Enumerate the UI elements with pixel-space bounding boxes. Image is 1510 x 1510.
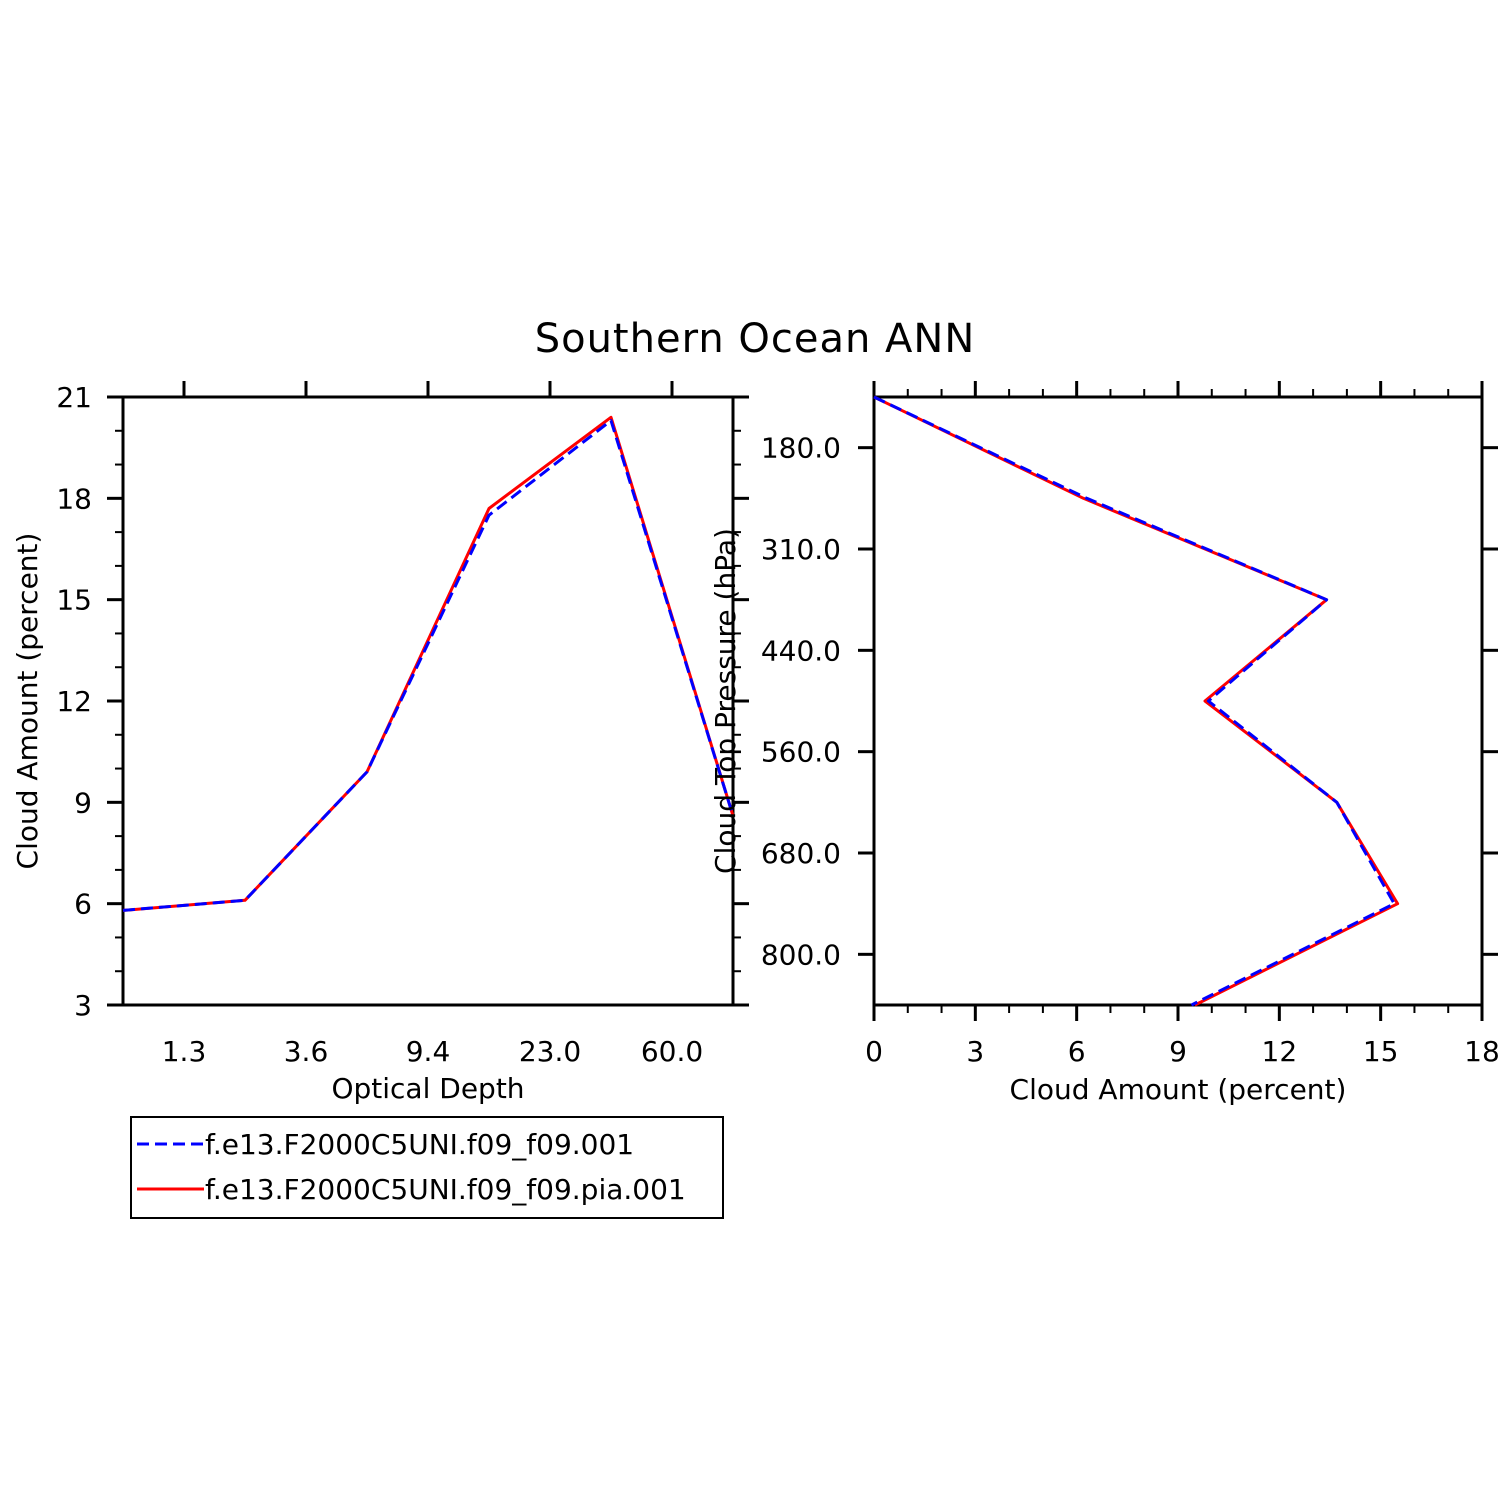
right-y-tick-label: 680.0 <box>761 837 841 870</box>
left-x-tick-label: 60.0 <box>641 1035 703 1068</box>
legend: f.e13.F2000C5UNI.f09_f09.001 f.e13.F2000… <box>130 1116 724 1219</box>
right-plot-frame <box>872 395 1484 1007</box>
left-ticks: 1.3 3.6 9.4 23.0 60.0 3 6 9 12 15 18 21 <box>56 381 749 1068</box>
right-x-axis-label: Cloud Amount (percent) <box>1010 1073 1347 1106</box>
right-series-line-0 <box>873 395 1396 1007</box>
left-x-axis-label: Optical Depth <box>331 1072 524 1105</box>
legend-box <box>130 1116 724 1219</box>
right-x-tick-label: 0 <box>865 1035 883 1068</box>
right-x-tick-label: 15 <box>1363 1035 1399 1068</box>
left-y-tick-label: 21 <box>56 381 92 414</box>
left-series-line-1 <box>122 415 735 912</box>
left-x-tick-label: 1.3 <box>162 1035 207 1068</box>
right-y-axis-label: Cloud Top Pressure (hPa) <box>709 528 742 874</box>
right-x-tick-label: 9 <box>1169 1035 1187 1068</box>
pressure-panel: 0 3 6 9 12 15 18 180.0 310.0 440.0 560.0 680.0 800.0… <box>709 381 1500 1106</box>
right-y-tick-label: 440.0 <box>761 634 841 667</box>
optical-depth-panel: 1.3 3.6 9.4 23.0 60.0 3 6 9 12 15 18 21 Optical Dep… <box>11 381 749 1105</box>
chart-title: Southern Ocean ANN <box>535 316 976 362</box>
right-y-tick-label: 800.0 <box>761 938 841 971</box>
left-x-tick-label: 23.0 <box>519 1035 581 1068</box>
left-y-axis-label: Cloud Amount (percent) <box>11 533 44 870</box>
left-y-tick-label: 6 <box>74 888 92 921</box>
right-y-tick-label: 180.0 <box>761 432 841 465</box>
right-x-tick-label: 3 <box>966 1035 984 1068</box>
legend-label-1: f.e13.F2000C5UNI.f09_f09.pia.001 <box>205 1173 686 1206</box>
left-y-tick-label: 15 <box>56 584 92 617</box>
right-ticks: 0 3 6 9 12 15 18 180.0 310.0 440.0 560.0 680.0 800.0 <box>761 381 1500 1068</box>
right-x-tick-label: 18 <box>1464 1035 1500 1068</box>
right-y-tick-label: 310.0 <box>761 533 841 566</box>
left-y-tick-label: 9 <box>74 786 92 819</box>
left-y-tick-label: 3 <box>74 989 92 1022</box>
left-y-tick-label: 12 <box>56 685 92 718</box>
left-plot-frame <box>121 395 735 1007</box>
left-x-tick-label: 9.4 <box>406 1035 451 1068</box>
right-y-tick-label: 560.0 <box>761 736 841 769</box>
left-series-line-0 <box>122 419 735 912</box>
right-x-tick-label: 6 <box>1068 1035 1086 1068</box>
left-x-tick-label: 3.6 <box>284 1035 329 1068</box>
left-series-lines <box>122 415 735 912</box>
left-y-tick-label: 18 <box>56 482 92 515</box>
right-series-line-1 <box>873 395 1400 1007</box>
right-series-lines <box>873 395 1400 1007</box>
right-x-tick-label: 12 <box>1262 1035 1298 1068</box>
legend-label-0: f.e13.F2000C5UNI.f09_f09.001 <box>205 1128 634 1161</box>
